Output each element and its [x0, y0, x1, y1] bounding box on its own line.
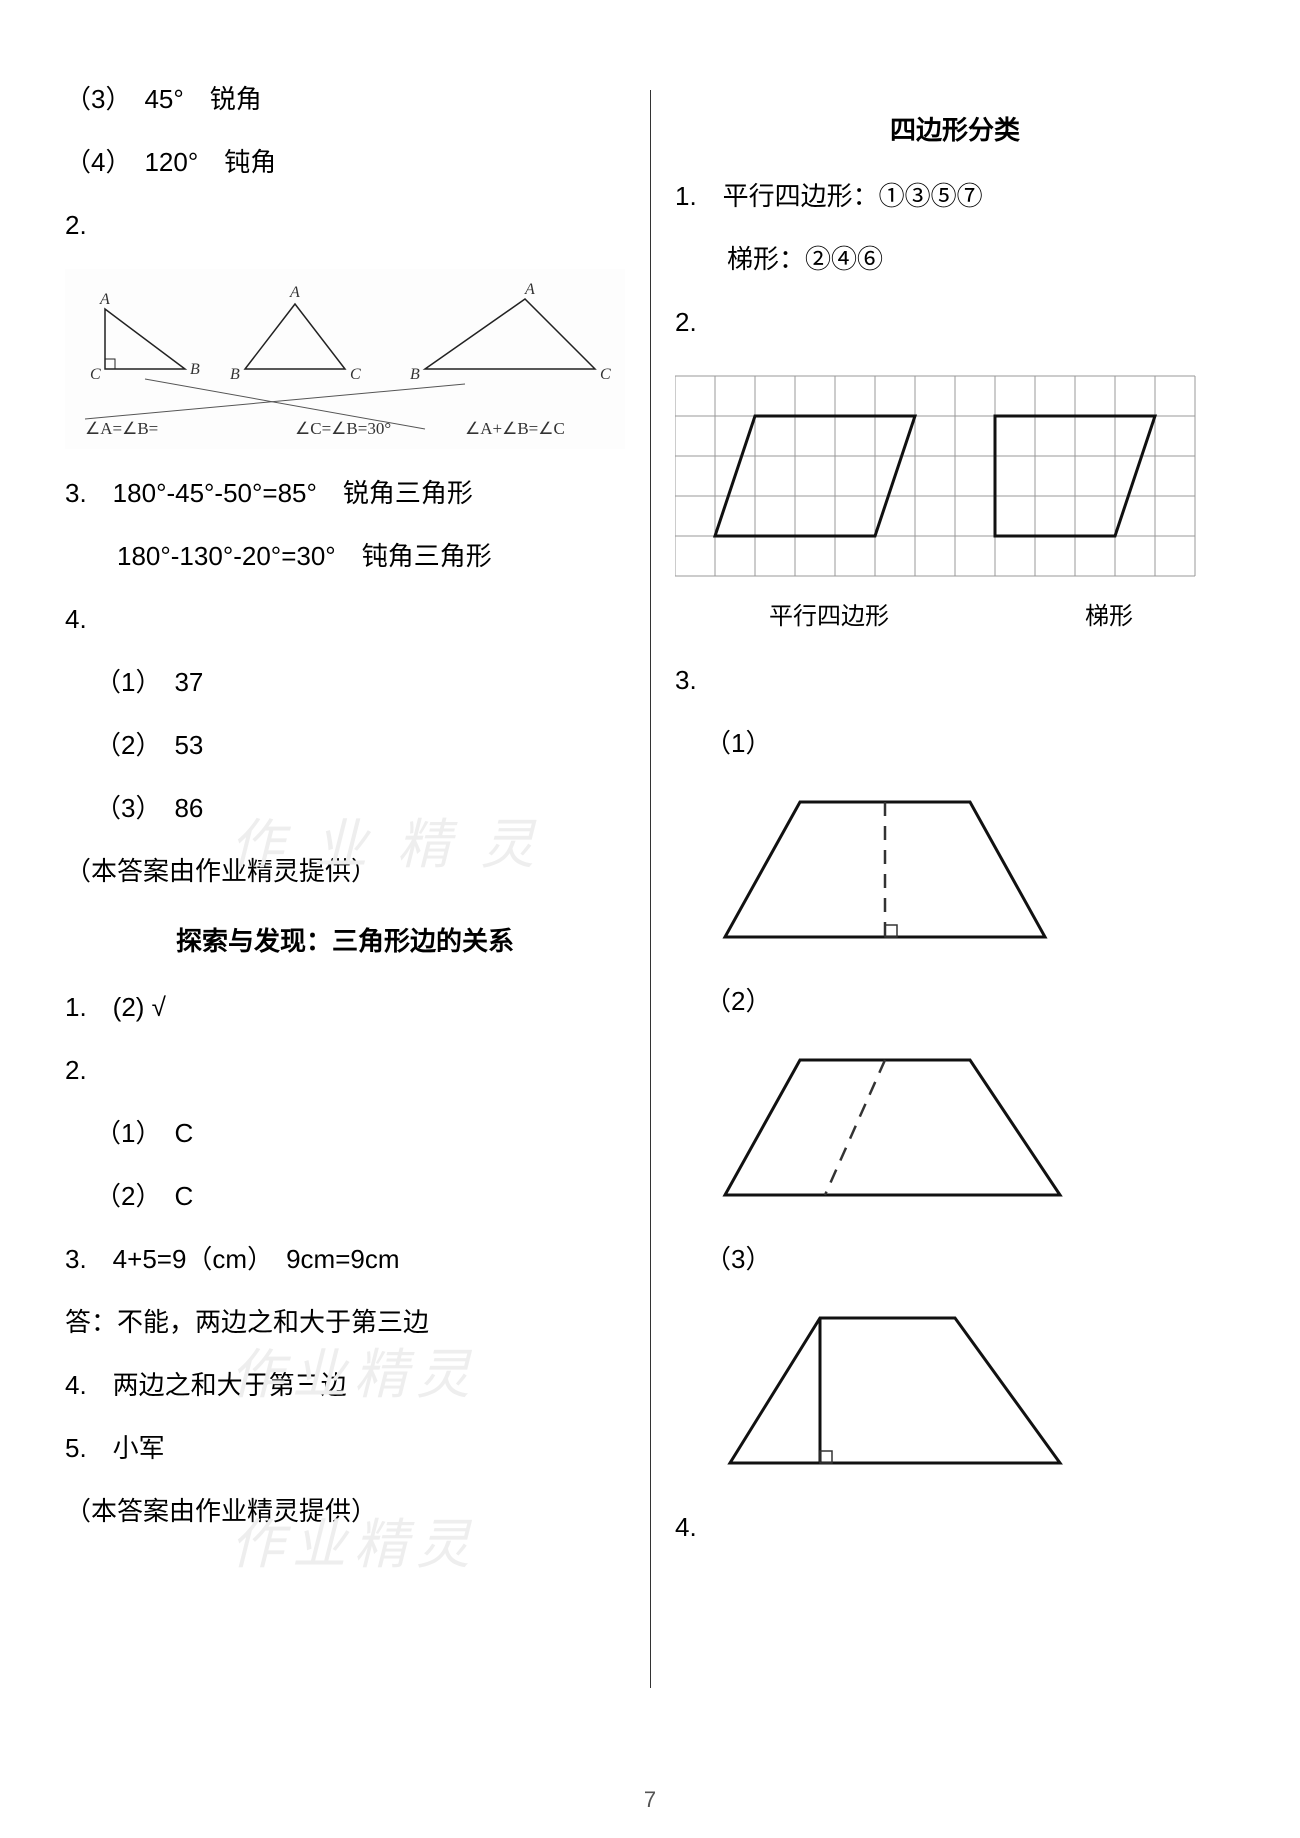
section-heading: 四边形分类 — [675, 110, 1235, 147]
text-line: （2） — [675, 982, 1235, 1021]
text-line: 2. — [65, 1051, 625, 1090]
text-line: 4. — [675, 1508, 1235, 1547]
label-C: C — [90, 366, 101, 383]
label-C: C — [600, 366, 611, 383]
text-line: 1. 平行四边形：①③⑤⑦ — [675, 177, 1235, 216]
svg-text:∠A=∠B=: ∠A=∠B= — [85, 419, 158, 438]
text-line: （本答案由作业精灵提供） — [65, 852, 625, 891]
grid-labels: 平行四边形 梯形 — [675, 596, 1235, 631]
text-line: （1） 37 — [65, 663, 625, 702]
label-A: A — [524, 281, 535, 298]
text-line: （3） — [675, 1240, 1235, 1279]
label-B: B — [410, 366, 420, 383]
text-line: （2） C — [65, 1177, 625, 1216]
label-trapezoid: 梯形 — [983, 596, 1235, 631]
label-A: A — [99, 291, 110, 308]
text-line: 1. (2) √ — [65, 988, 625, 1027]
text-line: 5. 小军 — [65, 1429, 625, 1468]
label-C: C — [350, 366, 361, 383]
label-B: B — [190, 361, 200, 378]
label-parallelogram: 平行四边形 — [675, 596, 983, 631]
label-A: A — [289, 284, 300, 301]
trapezoid-3-diagram — [705, 1303, 1085, 1483]
text-line: 梯形：②④⑥ — [675, 240, 1235, 279]
text-line: 2. — [675, 303, 1235, 342]
text-line: （1） C — [65, 1114, 625, 1153]
triangles-diagram: A B C A B C A B C ∠A=∠ — [65, 269, 625, 449]
text-line: （3） 45° 锐角 — [65, 80, 625, 119]
text-line: （本答案由作业精灵提供） — [65, 1492, 625, 1531]
text-line: 4. 两边之和大于第三边 — [65, 1366, 625, 1405]
right-column: 四边形分类 1. 平行四边形：①③⑤⑦ 梯形：②④⑥ 2. — [650, 80, 1260, 1778]
text-line: （4） 120° 钝角 — [65, 143, 625, 182]
text-line: 3. — [675, 661, 1235, 700]
svg-text:∠A+∠B=∠C: ∠A+∠B=∠C — [465, 419, 565, 438]
trapezoid-1-diagram — [705, 787, 1065, 957]
text-line: 180°-130°-20°=30° 钝角三角形 — [65, 537, 625, 576]
text-line: 3. 4+5=9（cm） 9cm=9cm — [65, 1240, 625, 1279]
section-heading: 探索与发现：三角形边的关系 — [65, 921, 625, 958]
text-line: （3） 86 — [65, 789, 625, 828]
text-line: 3. 180°-45°-50°=85° 锐角三角形 — [65, 474, 625, 513]
grid-shapes-diagram — [675, 366, 1235, 586]
left-column: （3） 45° 锐角 （4） 120° 钝角 2. A B C A B C — [40, 80, 650, 1778]
text-line: （2） 53 — [65, 726, 625, 765]
text-line: 2. — [65, 206, 625, 245]
page-number: 7 — [644, 1787, 656, 1813]
label-B: B — [230, 366, 240, 383]
trapezoid-2-diagram — [705, 1045, 1085, 1215]
svg-text:∠C=∠B=30°: ∠C=∠B=30° — [295, 419, 391, 438]
text-line: 答：不能，两边之和大于第三边 — [65, 1303, 625, 1342]
page-container: （3） 45° 锐角 （4） 120° 钝角 2. A B C A B C — [0, 0, 1300, 1838]
text-line: （1） — [675, 724, 1235, 763]
text-line: 4. — [65, 600, 625, 639]
column-divider — [650, 90, 651, 1688]
